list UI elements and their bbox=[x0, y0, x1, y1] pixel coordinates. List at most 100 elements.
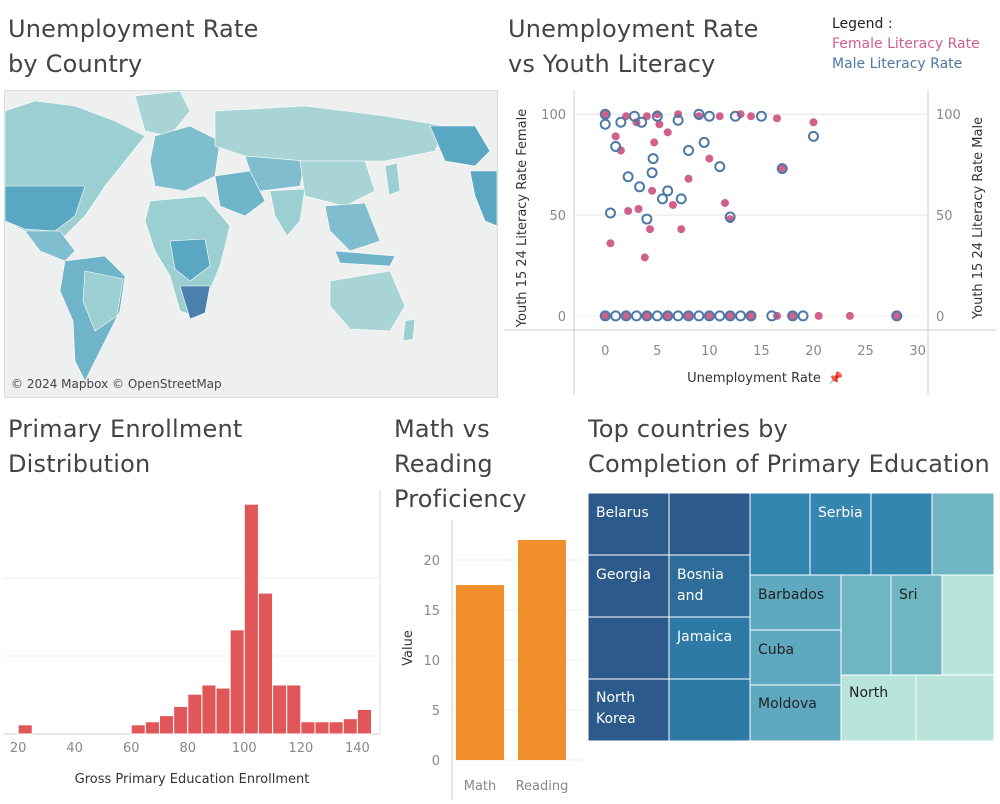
female-point-22[interactable] bbox=[714, 111, 725, 122]
female-point-10[interactable] bbox=[645, 224, 656, 235]
male-point-23[interactable] bbox=[729, 110, 741, 122]
map-southeast-asia[interactable] bbox=[324, 202, 381, 252]
male-point-43[interactable] bbox=[787, 310, 799, 322]
pin-icon[interactable]: 📌 bbox=[828, 370, 843, 385]
histogram-bar-15[interactable] bbox=[328, 721, 344, 735]
female-point-41[interactable] bbox=[844, 310, 855, 321]
male-point-28[interactable] bbox=[610, 310, 622, 322]
histogram-bar-16[interactable] bbox=[342, 718, 358, 735]
female-point-40[interactable] bbox=[813, 310, 824, 321]
bar-chart[interactable]: 0 5 10 15 20 Math Reading Value bbox=[392, 520, 582, 800]
male-point-33[interactable] bbox=[662, 310, 674, 322]
treemap-cell-18[interactable] bbox=[941, 574, 995, 676]
treemap-cell-9[interactable] bbox=[749, 492, 811, 576]
histogram-bar-8[interactable] bbox=[229, 629, 245, 735]
treemap-cell-jamaica[interactable] bbox=[668, 616, 751, 680]
male-point-45[interactable] bbox=[891, 310, 903, 322]
male-point-35[interactable] bbox=[683, 310, 695, 322]
map-southern-africa[interactable] bbox=[179, 285, 211, 320]
map-middle-east[interactable] bbox=[214, 170, 266, 217]
female-point-21[interactable] bbox=[704, 153, 715, 164]
male-point-22[interactable] bbox=[724, 211, 736, 223]
female-point-18[interactable] bbox=[676, 224, 687, 235]
male-point-15[interactable] bbox=[672, 114, 684, 126]
female-point-26[interactable] bbox=[746, 111, 756, 122]
treemap-cell-12[interactable] bbox=[931, 492, 995, 576]
histogram-bar-1[interactable] bbox=[130, 724, 146, 735]
female-point-23[interactable] bbox=[719, 197, 730, 208]
histogram-bar-5[interactable] bbox=[187, 693, 203, 735]
male-point-21[interactable] bbox=[714, 161, 726, 173]
histogram-bar-3[interactable] bbox=[158, 715, 175, 735]
male-point-38[interactable] bbox=[714, 310, 726, 322]
female-point-16[interactable] bbox=[667, 199, 678, 210]
female-point-11[interactable] bbox=[647, 185, 658, 196]
male-point-42[interactable] bbox=[766, 310, 778, 322]
male-point-32[interactable] bbox=[651, 310, 663, 322]
female-point-29[interactable] bbox=[808, 117, 819, 128]
female-point-1[interactable] bbox=[605, 238, 616, 249]
bar-math[interactable] bbox=[456, 585, 504, 760]
male-point-5[interactable] bbox=[622, 171, 634, 183]
male-point-39[interactable] bbox=[724, 310, 736, 322]
male-point-29[interactable] bbox=[620, 310, 632, 322]
histogram-bar-2[interactable] bbox=[144, 721, 160, 735]
male-point-13[interactable] bbox=[657, 193, 668, 205]
map-china[interactable] bbox=[299, 160, 376, 207]
treemap-cell-serbia[interactable] bbox=[809, 492, 872, 576]
histogram-bar-14[interactable] bbox=[314, 721, 330, 735]
female-point-15[interactable] bbox=[662, 127, 673, 138]
treemap-cell-2[interactable] bbox=[668, 492, 751, 556]
histogram-bar-9[interactable] bbox=[243, 503, 259, 735]
map-indonesia[interactable] bbox=[334, 250, 396, 267]
map-europe[interactable] bbox=[149, 125, 221, 192]
treemap-cell-moldova[interactable] bbox=[749, 684, 842, 742]
treemap-cell-north-korea[interactable] bbox=[587, 678, 670, 742]
legend-male[interactable]: Male Literacy Rate bbox=[832, 56, 963, 72]
treemap-cell-bosnia[interactable] bbox=[668, 554, 751, 618]
treemap-cell-16[interactable] bbox=[840, 574, 892, 676]
male-point-7[interactable] bbox=[634, 181, 646, 193]
female-point-27[interactable] bbox=[772, 113, 783, 124]
female-point-12[interactable] bbox=[649, 137, 660, 148]
male-point-4[interactable] bbox=[615, 116, 627, 128]
male-point-16[interactable] bbox=[675, 193, 687, 205]
treemap-cell-georgia[interactable] bbox=[587, 554, 670, 618]
male-point-12[interactable] bbox=[651, 110, 663, 122]
female-point-5[interactable] bbox=[623, 206, 634, 217]
male-point-20[interactable] bbox=[703, 110, 715, 122]
male-point-9[interactable] bbox=[641, 213, 653, 225]
female-point-7[interactable] bbox=[633, 203, 644, 214]
male-point-6[interactable] bbox=[628, 110, 640, 122]
map-japan[interactable] bbox=[384, 162, 401, 196]
male-point-37[interactable] bbox=[703, 310, 715, 322]
histogram-bar-12[interactable] bbox=[286, 684, 302, 735]
male-point-14[interactable] bbox=[662, 185, 674, 197]
scatter-chart[interactable]: 0 0 50 50 100 100 0 5 10 15 20 25 30 Unemployment Ra… bbox=[504, 90, 996, 396]
map-russia[interactable] bbox=[214, 105, 446, 162]
male-point-18[interactable] bbox=[693, 108, 705, 120]
histogram-bar-0[interactable] bbox=[17, 724, 33, 735]
female-point-8[interactable] bbox=[639, 252, 650, 263]
map-australia[interactable] bbox=[329, 270, 406, 332]
histogram-bar-13[interactable] bbox=[300, 721, 316, 735]
male-point-41[interactable] bbox=[745, 310, 757, 322]
male-point-19[interactable] bbox=[698, 136, 710, 148]
histogram-bar-11[interactable] bbox=[272, 684, 288, 735]
male-point-40[interactable] bbox=[735, 310, 747, 322]
histogram-bar-10[interactable] bbox=[257, 592, 274, 735]
histogram-bar-6[interactable] bbox=[201, 684, 217, 735]
histogram-chart[interactable]: 20 40 60 80 100 120 140 Gross Primary Educatio… bbox=[4, 490, 384, 795]
map-central-asia[interactable] bbox=[244, 155, 306, 192]
histogram-bar-4[interactable] bbox=[173, 705, 189, 735]
world-map[interactable]: © 2024 Mapbox © OpenStreetMap bbox=[4, 90, 498, 398]
treemap-cell-5[interactable] bbox=[587, 616, 670, 680]
male-point-3[interactable] bbox=[610, 140, 622, 152]
map-new-zealand[interactable] bbox=[402, 318, 416, 342]
male-point-1[interactable] bbox=[599, 118, 611, 130]
map-central-africa[interactable] bbox=[169, 238, 211, 282]
treemap-cell-11[interactable] bbox=[870, 492, 933, 576]
female-point-2[interactable] bbox=[610, 131, 621, 142]
male-point-2[interactable] bbox=[604, 207, 616, 219]
male-point-34[interactable] bbox=[672, 310, 684, 322]
